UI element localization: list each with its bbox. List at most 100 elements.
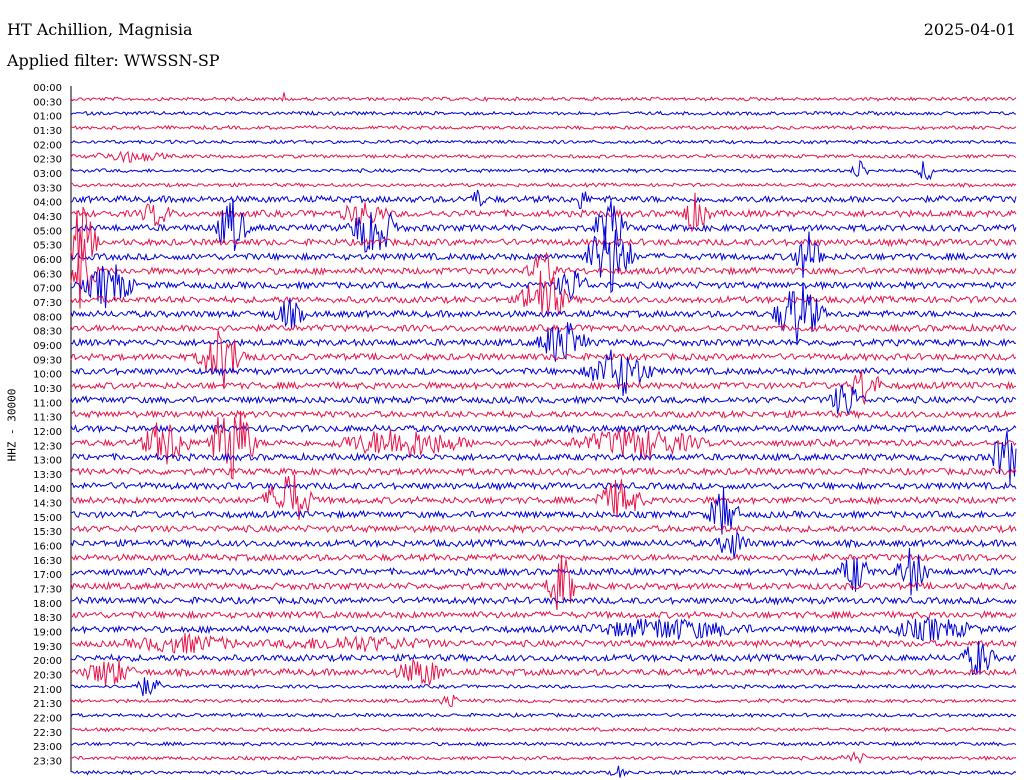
trace-row	[70, 349, 1017, 396]
row-time-label: 16:30	[33, 556, 62, 567]
row-time-label: 01:00	[33, 112, 62, 123]
trace-row	[70, 189, 1017, 209]
row-time-label: 22:30	[33, 728, 62, 739]
trace-row	[71, 124, 1017, 131]
row-time-label: 13:30	[33, 470, 62, 481]
trace-row	[70, 322, 1017, 333]
row-time-label: 16:00	[33, 542, 62, 553]
trace-row	[70, 547, 1017, 596]
trace-row	[70, 384, 1017, 416]
filter-label: Applied filter: WWSSN-SP	[7, 51, 220, 70]
row-time-label: 09:30	[33, 355, 62, 366]
row-time-label: 18:00	[33, 599, 62, 610]
trace-row	[70, 409, 1017, 420]
trace-row	[70, 474, 1017, 520]
trace-row	[70, 632, 1017, 654]
trace-row	[70, 524, 1017, 534]
row-time-label: 06:30	[33, 269, 62, 280]
trace-row	[70, 430, 1017, 484]
trace-row	[70, 139, 1017, 145]
trace-row	[70, 677, 1017, 697]
row-time-label: 14:30	[33, 499, 62, 510]
row-time-label: 13:00	[33, 456, 62, 467]
trace-row	[70, 239, 1017, 309]
row-time-label: 19:30	[33, 642, 62, 653]
row-time-label: 12:30	[33, 441, 62, 452]
trace-row	[70, 481, 1017, 491]
trace-row	[70, 330, 1017, 388]
trace-row	[70, 765, 1017, 778]
row-time-label: 00:00	[33, 83, 62, 94]
trace-row	[70, 694, 1017, 708]
trace-row	[70, 270, 1017, 315]
row-time-label: 20:00	[33, 656, 62, 667]
row-time-label: 22:00	[33, 714, 62, 725]
trace-row	[70, 640, 1017, 676]
trace-row	[70, 92, 1017, 103]
row-time-label: 00:30	[33, 97, 62, 108]
row-time-label: 03:00	[33, 169, 62, 180]
row-time-label: 15:00	[33, 513, 62, 524]
row-time-label: 05:00	[33, 226, 62, 237]
row-time-label: 17:00	[33, 570, 62, 581]
row-time-label: 18:30	[33, 613, 62, 624]
trace-row	[70, 466, 1017, 477]
trace-row	[70, 554, 1017, 611]
row-time-label: 11:00	[33, 398, 62, 409]
row-time-label: 04:30	[33, 212, 62, 223]
trace-row	[70, 552, 1017, 562]
row-time-label: 17:30	[33, 585, 62, 596]
row-time-label: 07:00	[33, 284, 62, 295]
trace-row	[70, 150, 1017, 164]
trace-row	[70, 182, 1017, 189]
trace-row	[70, 110, 1017, 117]
trace-row	[70, 423, 1017, 434]
row-time-label: 21:30	[33, 699, 62, 710]
row-time-label: 20:30	[33, 671, 62, 682]
row-time-label: 11:30	[33, 413, 62, 424]
row-time-label: 05:30	[33, 241, 62, 252]
trace-row	[70, 198, 1017, 253]
row-time-label: 08:30	[33, 327, 62, 338]
row-time-label: 08:00	[33, 312, 62, 323]
trace-row	[70, 751, 1016, 765]
row-time-label: 14:00	[33, 484, 62, 495]
trace-row	[70, 617, 1017, 642]
trace-row	[70, 369, 1017, 405]
trace-row	[71, 595, 1017, 606]
row-time-label: 04:00	[33, 198, 62, 209]
row-time-label: 19:00	[33, 628, 62, 639]
trace-row	[70, 410, 1017, 480]
row-time-label: 01:30	[33, 126, 62, 137]
row-time-label: 21:00	[33, 685, 62, 696]
trace-row	[70, 712, 1017, 718]
trace-row	[70, 740, 1017, 747]
row-time-label: 12:00	[33, 427, 62, 438]
trace-row	[70, 264, 1017, 309]
row-time-label: 06:00	[33, 255, 62, 266]
row-time-label: 10:30	[33, 384, 62, 395]
row-time-label: 10:00	[33, 370, 62, 381]
trace-row	[70, 192, 1017, 233]
trace-row	[70, 530, 1017, 559]
trace-row	[70, 610, 1017, 620]
row-time-label: 03:30	[33, 183, 62, 194]
trace-row	[70, 159, 1017, 181]
row-time-label: 02:30	[33, 155, 62, 166]
row-time-label: 02:00	[33, 140, 62, 151]
row-time-label: 23:00	[33, 742, 62, 753]
trace-row	[70, 322, 1017, 362]
trace-row	[70, 282, 1017, 344]
trace-row	[70, 226, 1017, 294]
trace-row	[70, 487, 1017, 535]
row-time-label: 09:00	[33, 341, 62, 352]
station-title: HT Achillion, Magnisia	[7, 20, 193, 39]
trace-row	[70, 206, 1017, 266]
row-time-label: 07:30	[33, 298, 62, 309]
record-date: 2025-04-01	[923, 20, 1016, 39]
trace-row	[70, 726, 1017, 733]
row-time-label: 15:30	[33, 527, 62, 538]
trace-row	[70, 657, 1017, 688]
